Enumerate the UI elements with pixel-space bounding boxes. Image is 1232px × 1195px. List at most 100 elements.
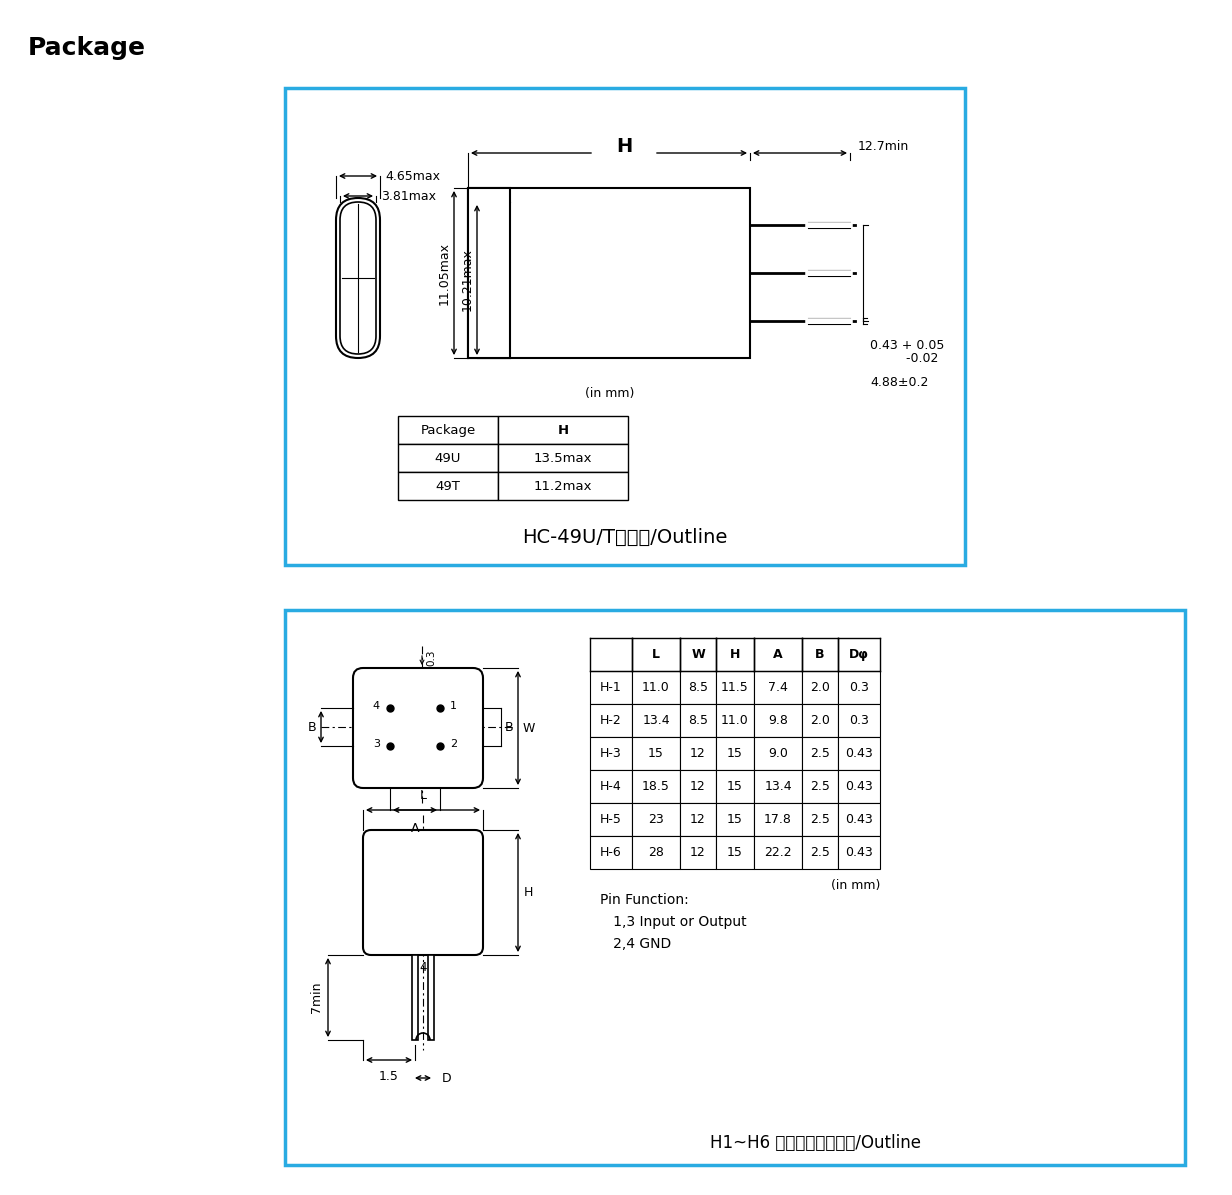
Text: H-3: H-3 (600, 747, 622, 760)
Text: H: H (729, 648, 740, 661)
Text: 4: 4 (419, 961, 426, 974)
Text: B: B (816, 648, 824, 661)
Text: 2.5: 2.5 (811, 846, 830, 859)
Text: 10.21max: 10.21max (461, 249, 474, 312)
Bar (468, 188, 510, 358)
Text: 9.8: 9.8 (768, 713, 788, 727)
Bar (285, 609, 1185, 1165)
Text: 1: 1 (450, 701, 457, 711)
Text: 12.7min: 12.7min (857, 140, 909, 153)
Bar (716, 803, 754, 836)
Bar (838, 770, 880, 803)
Text: H: H (524, 885, 533, 899)
Bar (680, 770, 716, 803)
Text: 15: 15 (727, 780, 743, 793)
Text: 12: 12 (690, 846, 706, 859)
Text: 7min: 7min (310, 982, 323, 1013)
Text: 7.4: 7.4 (768, 681, 788, 694)
Text: H-6: H-6 (600, 846, 622, 859)
Text: H-2: H-2 (600, 713, 622, 727)
Bar (468, 188, 750, 358)
Bar (680, 672, 716, 704)
Bar (498, 445, 628, 472)
Bar (838, 704, 880, 737)
Bar (590, 803, 632, 836)
Bar (398, 472, 498, 500)
Text: 0.43: 0.43 (845, 747, 873, 760)
Text: H-4: H-4 (600, 780, 622, 793)
Bar (498, 472, 628, 500)
Text: 2.5: 2.5 (811, 813, 830, 826)
Text: 3: 3 (373, 739, 379, 749)
Text: 13.4: 13.4 (764, 780, 792, 793)
Text: 3.81max: 3.81max (381, 190, 436, 202)
Text: B: B (505, 721, 514, 734)
Text: W: W (524, 722, 536, 735)
Bar (680, 803, 716, 836)
Bar (754, 803, 802, 836)
FancyBboxPatch shape (354, 668, 483, 788)
Bar (754, 836, 802, 869)
Text: 9.0: 9.0 (768, 747, 788, 760)
Bar (754, 704, 802, 737)
Text: 1.5: 1.5 (379, 1070, 399, 1083)
Bar (590, 704, 632, 737)
Text: Package: Package (420, 423, 476, 436)
Bar (680, 836, 716, 869)
Bar (716, 672, 754, 704)
Bar (680, 737, 716, 770)
Text: 17.8: 17.8 (764, 813, 792, 826)
Text: -0.02: -0.02 (870, 353, 939, 366)
Text: 0.43: 0.43 (845, 813, 873, 826)
Text: H-1: H-1 (600, 681, 622, 694)
Bar (428, 955, 434, 1040)
Text: B: B (307, 721, 315, 734)
Text: 8.5: 8.5 (687, 681, 708, 694)
Text: 2.5: 2.5 (811, 747, 830, 760)
Text: 8.5: 8.5 (687, 713, 708, 727)
Text: 15: 15 (727, 747, 743, 760)
Text: 2: 2 (450, 739, 457, 749)
Text: 23: 23 (648, 813, 664, 826)
Bar (632, 770, 680, 803)
FancyBboxPatch shape (363, 831, 483, 955)
Bar (716, 737, 754, 770)
Bar (398, 416, 498, 445)
Text: (in mm): (in mm) (585, 386, 634, 399)
Text: Dφ: Dφ (849, 648, 869, 661)
Bar (802, 704, 838, 737)
Text: 11.0: 11.0 (642, 681, 670, 694)
Bar (716, 770, 754, 803)
Text: D: D (442, 1072, 452, 1085)
Text: H-5: H-5 (600, 813, 622, 826)
Text: 22.2: 22.2 (764, 846, 792, 859)
FancyBboxPatch shape (340, 202, 376, 354)
Text: (in mm): (in mm) (830, 878, 880, 891)
Text: 0.43 + 0.05: 0.43 + 0.05 (870, 339, 945, 353)
Bar (632, 704, 680, 737)
Bar (632, 836, 680, 869)
Text: A: A (774, 648, 782, 661)
Text: 2.0: 2.0 (811, 713, 830, 727)
Text: 0.3: 0.3 (426, 650, 436, 667)
Text: W: W (691, 648, 705, 661)
Text: 11.5: 11.5 (721, 681, 749, 694)
Bar (802, 803, 838, 836)
Text: 49T: 49T (436, 479, 461, 492)
Text: 0.3: 0.3 (849, 713, 869, 727)
Text: 0.43: 0.43 (845, 846, 873, 859)
Bar (802, 770, 838, 803)
Text: 12: 12 (690, 747, 706, 760)
Bar (285, 88, 965, 565)
Bar (590, 770, 632, 803)
Bar (838, 836, 880, 869)
Text: HC-49U/T尺寸图/Outline: HC-49U/T尺寸图/Outline (522, 527, 728, 546)
Text: H1~H6 外形图及引脚定义/Outline: H1~H6 外形图及引脚定义/Outline (710, 1134, 920, 1152)
Text: Package: Package (28, 36, 147, 60)
Text: 15: 15 (727, 846, 743, 859)
Bar (632, 672, 680, 704)
Text: 1,3 Input or Output: 1,3 Input or Output (600, 915, 747, 929)
Bar (590, 672, 632, 704)
Bar (716, 836, 754, 869)
Text: 11.0: 11.0 (721, 713, 749, 727)
